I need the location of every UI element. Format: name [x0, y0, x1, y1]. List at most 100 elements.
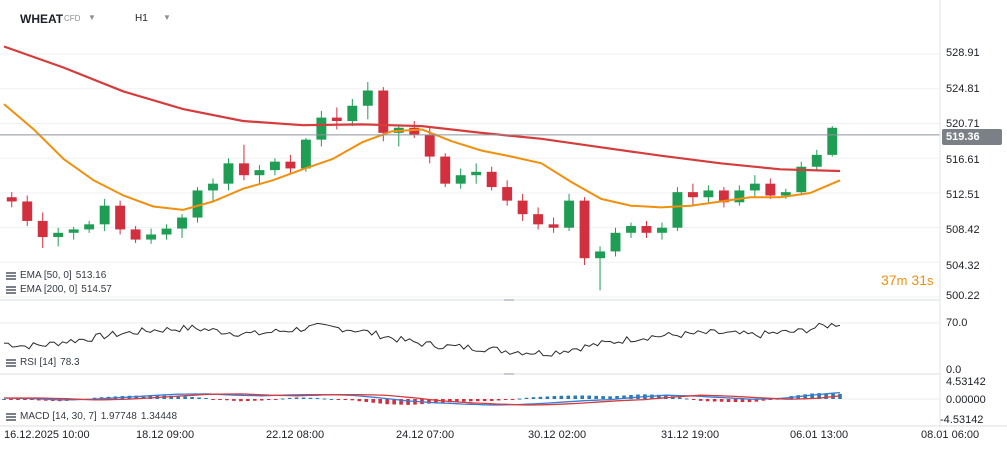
- macd-bar: [496, 399, 501, 401]
- time-axis-label: 16.12.2025 10:00: [4, 429, 90, 441]
- candle-body: [672, 192, 683, 228]
- macd-bar: [273, 399, 278, 400]
- candle-body: [424, 134, 435, 157]
- ema200-legend[interactable]: EMA [200, 0] 514.57: [6, 284, 112, 295]
- candle-body: [6, 197, 17, 202]
- ema50-legend[interactable]: EMA [50, 0] 513.16: [6, 270, 106, 281]
- macd-bar: [371, 399, 376, 403]
- candle-countdown: 37m 31s: [881, 272, 934, 288]
- macd-bar: [503, 399, 508, 400]
- macd-bar: [761, 399, 766, 401]
- countdown-seconds: 31: [911, 272, 927, 288]
- candle-body: [687, 192, 698, 198]
- macd-bar: [190, 397, 194, 399]
- macd-bar: [538, 396, 543, 399]
- candle-body: [68, 229, 79, 233]
- candle-body: [780, 192, 791, 196]
- symbol-name[interactable]: WHEAT: [20, 12, 64, 26]
- macd-bar: [524, 397, 529, 399]
- macd-axis-label: 0.00000: [946, 394, 986, 406]
- price-axis-label: 516.61: [946, 154, 980, 166]
- ema200-value: 514.57: [81, 284, 112, 295]
- candle-body: [811, 154, 822, 167]
- macd-bar: [211, 399, 215, 400]
- macd-bar: [308, 397, 313, 399]
- candle-body: [765, 183, 776, 196]
- candle-body: [269, 161, 280, 171]
- macd-bar: [587, 395, 591, 399]
- macd-bar: [517, 398, 522, 400]
- candle-body: [564, 200, 575, 228]
- macd-bar: [434, 399, 438, 404]
- macd-bar: [197, 397, 201, 399]
- candle-body: [718, 190, 729, 203]
- macd-bar: [225, 399, 229, 401]
- rsi-label: RSI [14]: [20, 357, 57, 368]
- macd-bar: [406, 399, 410, 405]
- macd-bar: [677, 397, 682, 399]
- candle-body: [316, 117, 327, 140]
- macd-bar: [559, 395, 564, 399]
- macd-bar: [183, 396, 187, 399]
- candle-body: [285, 161, 296, 169]
- macd-bar: [385, 399, 389, 405]
- candle-body: [22, 201, 33, 221]
- candle-body: [827, 127, 838, 155]
- macd-bar: [657, 394, 661, 399]
- macd-bar: [552, 396, 557, 399]
- macd-bar: [253, 399, 257, 401]
- macd-legend[interactable]: MACD [14, 30, 7] 1.97748 1.34448: [6, 411, 177, 422]
- current-price-tag: 519.36: [942, 129, 1002, 145]
- candle-body: [486, 171, 497, 188]
- settings-icon[interactable]: [6, 412, 16, 421]
- macd-bar: [399, 399, 403, 405]
- macd-bar: [573, 395, 578, 399]
- timeframe-select[interactable]: H1: [135, 13, 148, 24]
- candle-body: [471, 171, 482, 176]
- candle-body: [254, 170, 265, 176]
- countdown-minutes: 37: [881, 272, 897, 288]
- macd-bar: [239, 399, 243, 402]
- macd-bar: [329, 398, 334, 400]
- price-axis-label: 512.51: [946, 189, 980, 201]
- timeframe-dropdown-icon[interactable]: ▼: [163, 13, 171, 22]
- candle-body: [84, 224, 95, 230]
- macd-bar: [747, 399, 752, 403]
- rsi-axis-label: 0.0: [946, 364, 962, 376]
- countdown-minutes-unit: m: [896, 273, 908, 288]
- symbol-dropdown-icon[interactable]: ▼: [88, 13, 96, 22]
- settings-icon[interactable]: [6, 285, 16, 294]
- macd-bar: [824, 393, 828, 399]
- rsi-legend[interactable]: RSI [14] 78.3: [6, 357, 80, 368]
- macd-bar: [468, 399, 473, 402]
- chart-grid: [0, 53, 940, 298]
- settings-icon[interactable]: [6, 358, 16, 367]
- candle-body: [579, 200, 590, 259]
- candle-body: [223, 163, 234, 184]
- macd-bar: [489, 399, 494, 401]
- pane-resize-handle[interactable]: [504, 299, 514, 301]
- time-axis-label: 31.12 19:00: [661, 429, 720, 441]
- macd-bar: [2, 399, 6, 400]
- macd-bar: [134, 395, 139, 399]
- ema200-line: [3, 45, 841, 173]
- rsi-axis-label: 70.0: [946, 317, 968, 329]
- candle-body: [548, 224, 559, 228]
- macd-bar: [482, 399, 487, 402]
- macd-bar: [705, 399, 710, 402]
- candle-body: [130, 229, 141, 240]
- macd-bar: [176, 395, 180, 399]
- macd-bar: [629, 395, 633, 399]
- settings-icon[interactable]: [6, 271, 16, 280]
- macd-bar: [92, 397, 97, 399]
- price-axis-label: 500.22: [946, 290, 980, 302]
- time-axis-label: 18.12 09:00: [136, 429, 195, 441]
- macd-bar: [475, 399, 480, 402]
- pane-resize-handle[interactable]: [504, 373, 514, 375]
- macd-bar: [622, 395, 626, 399]
- candle-body: [177, 217, 187, 229]
- candle-body: [517, 200, 528, 215]
- macd-bar: [148, 395, 153, 399]
- macd-bar: [726, 399, 731, 403]
